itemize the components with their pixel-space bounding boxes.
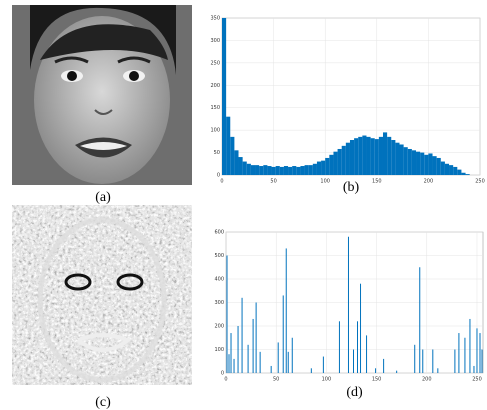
y-tick-label: 400 bbox=[214, 277, 224, 283]
y-tick-label: 150 bbox=[210, 105, 220, 111]
bar bbox=[400, 144, 404, 175]
x-tick-label: 150 bbox=[372, 377, 382, 383]
x-tick-label: 250 bbox=[475, 179, 485, 185]
texture-image bbox=[12, 205, 192, 385]
bar bbox=[461, 173, 465, 175]
bar bbox=[366, 137, 370, 175]
y-tick-label: 100 bbox=[214, 347, 224, 353]
bar bbox=[445, 164, 449, 175]
bar bbox=[280, 167, 284, 175]
bar bbox=[226, 117, 230, 175]
x-tick-label: 50 bbox=[273, 377, 279, 383]
bar bbox=[239, 157, 243, 175]
bar bbox=[284, 166, 288, 175]
bar bbox=[342, 146, 346, 175]
bar bbox=[346, 143, 350, 175]
bar bbox=[371, 138, 375, 175]
bar bbox=[230, 137, 234, 175]
y-tick-label: 300 bbox=[214, 300, 224, 306]
bar bbox=[362, 136, 366, 175]
y-tick-label: 50 bbox=[214, 150, 220, 156]
x-tick-label: 50 bbox=[270, 179, 276, 185]
bar bbox=[259, 166, 263, 175]
y-tick-label: 200 bbox=[210, 83, 220, 89]
bar bbox=[300, 166, 304, 175]
bar bbox=[404, 147, 408, 175]
bar bbox=[247, 164, 251, 175]
panel-caption: (b) bbox=[343, 180, 360, 195]
x-tick-label: 0 bbox=[224, 377, 227, 383]
bar bbox=[449, 165, 453, 175]
bar bbox=[288, 167, 292, 175]
bar bbox=[420, 153, 424, 175]
y-tick-label: 500 bbox=[214, 253, 224, 259]
panel-caption: (a) bbox=[95, 190, 111, 205]
bar bbox=[234, 150, 238, 175]
bar bbox=[222, 18, 226, 175]
y-tick-label: 600 bbox=[214, 230, 224, 236]
face-photo bbox=[12, 5, 192, 185]
bar bbox=[313, 164, 317, 175]
y-tick-label: 250 bbox=[210, 60, 220, 66]
bar bbox=[350, 140, 354, 175]
bar bbox=[428, 153, 432, 175]
bar bbox=[424, 155, 428, 175]
bar bbox=[317, 162, 321, 175]
bar bbox=[305, 165, 309, 175]
bar bbox=[243, 162, 247, 175]
bar bbox=[358, 137, 362, 175]
bar bbox=[333, 152, 337, 175]
bar bbox=[276, 166, 280, 175]
panel-caption: (d) bbox=[346, 385, 363, 400]
bar bbox=[408, 149, 412, 175]
bar bbox=[255, 165, 259, 175]
bar bbox=[296, 167, 300, 175]
bar bbox=[292, 166, 296, 175]
bar bbox=[412, 150, 416, 175]
x-tick-label: 150 bbox=[372, 179, 382, 185]
bar bbox=[379, 137, 383, 175]
bar bbox=[251, 165, 255, 175]
bar bbox=[325, 158, 329, 175]
bar bbox=[395, 143, 399, 175]
bar bbox=[457, 170, 461, 175]
x-tick-label: 100 bbox=[322, 377, 332, 383]
bar bbox=[321, 161, 325, 175]
bar bbox=[329, 155, 333, 175]
bar bbox=[338, 149, 342, 175]
bar bbox=[263, 165, 267, 175]
bar bbox=[391, 140, 395, 175]
x-tick-label: 200 bbox=[422, 377, 432, 383]
bar bbox=[383, 132, 387, 175]
bar bbox=[433, 156, 437, 175]
bar bbox=[453, 167, 457, 175]
x-tick-label: 200 bbox=[424, 179, 434, 185]
y-tick-label: 100 bbox=[210, 128, 220, 134]
bar bbox=[354, 138, 358, 175]
y-tick-label: 300 bbox=[210, 38, 220, 44]
x-tick-label: 250 bbox=[472, 377, 482, 383]
bar bbox=[375, 139, 379, 175]
bar bbox=[466, 174, 470, 175]
bar bbox=[272, 167, 276, 175]
bar bbox=[309, 165, 313, 175]
y-tick-label: 350 bbox=[210, 16, 220, 22]
y-tick-label: 200 bbox=[214, 324, 224, 330]
bar bbox=[441, 162, 445, 175]
figure: (a) (c) 0 50 100 150 200 250 300 350 0 50 100 150 20… bbox=[0, 0, 487, 410]
x-tick-label: 0 bbox=[220, 179, 223, 185]
bar bbox=[267, 166, 271, 175]
bar bbox=[416, 152, 420, 175]
bar bbox=[387, 137, 391, 175]
panel-caption: (c) bbox=[95, 395, 111, 410]
bar bbox=[437, 158, 441, 175]
x-tick-label: 100 bbox=[320, 179, 330, 185]
